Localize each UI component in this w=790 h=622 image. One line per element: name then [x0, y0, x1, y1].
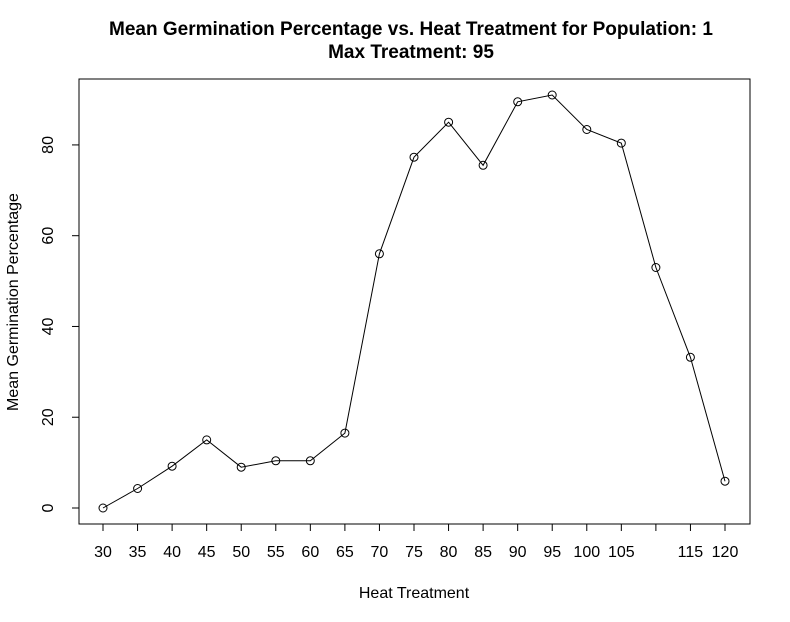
x-tick-label: 70 — [371, 544, 389, 561]
series-line — [102, 94, 726, 509]
data-point — [616, 138, 626, 148]
data-point — [444, 117, 454, 127]
x-tick-label: 100 — [573, 544, 600, 561]
y-tick-label: 80 — [40, 136, 57, 154]
x-tick-label: 105 — [608, 544, 635, 561]
y-tick-label: 60 — [40, 227, 57, 245]
data-point — [547, 90, 557, 100]
data-point — [98, 503, 108, 513]
data-point — [133, 484, 143, 493]
x-tick-label: 115 — [678, 544, 704, 561]
chart-title: Mean Germination Percentage vs. Heat Tre… — [109, 19, 713, 40]
y-axis-label: Mean Germination Percentage — [5, 193, 22, 411]
data-point — [478, 160, 488, 170]
x-tick-label: 45 — [198, 544, 216, 561]
x-axis: 30 35 40 45 50 55 60 65 70 75 80 85 90 95 100 105 115 120 — [94, 524, 738, 561]
x-tick-label: 120 — [712, 544, 739, 561]
data-point — [582, 125, 592, 134]
x-tick-label: 40 — [163, 544, 181, 561]
data-point — [271, 456, 281, 466]
plot-frame — [78, 78, 751, 525]
x-tick-label: 55 — [267, 544, 285, 561]
data-point — [202, 435, 212, 445]
data-point — [720, 476, 730, 486]
y-tick-label: 0 — [40, 503, 57, 512]
data-point — [685, 352, 695, 362]
x-tick-label: 65 — [336, 544, 354, 561]
x-tick-label: 90 — [509, 544, 527, 561]
y-tick-label: 40 — [40, 317, 57, 335]
data-point — [340, 428, 350, 438]
x-tick-label: 30 — [94, 544, 112, 561]
y-axis: 0 20 40 60 80 — [40, 136, 79, 512]
x-tick-label: 50 — [232, 544, 250, 561]
data-point — [305, 456, 315, 466]
data-point — [167, 461, 177, 471]
x-tick-label: 75 — [405, 544, 423, 561]
data-point — [409, 152, 419, 162]
data-point — [651, 263, 661, 272]
series-layer — [98, 90, 730, 513]
data-point — [236, 462, 246, 472]
data-point — [513, 97, 523, 107]
x-tick-label: 80 — [440, 544, 458, 561]
y-tick-label: 20 — [40, 408, 57, 426]
x-tick-label: 35 — [129, 544, 147, 561]
chart-subtitle: Max Treatment: 95 — [328, 42, 494, 63]
data-point — [374, 249, 384, 259]
x-tick-label: 60 — [301, 544, 319, 561]
x-tick-label: 95 — [543, 544, 561, 561]
x-tick-label: 85 — [474, 544, 492, 561]
x-axis-label: Heat Treatment — [359, 585, 470, 602]
